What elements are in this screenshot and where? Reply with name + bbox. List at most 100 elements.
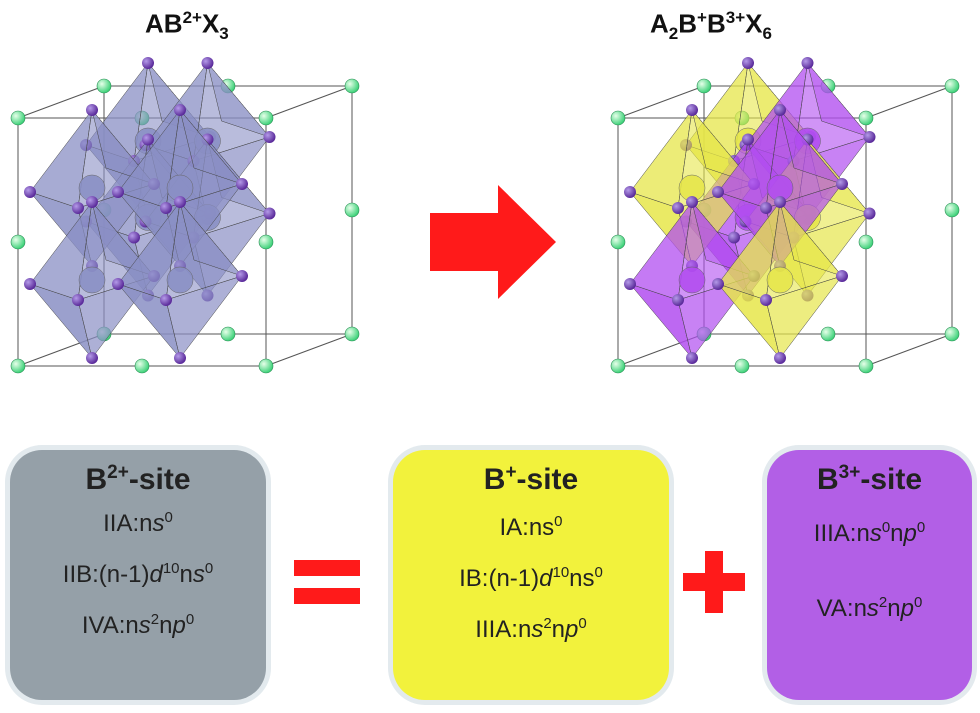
plus-sign <box>683 551 745 613</box>
x-site-atom <box>112 278 124 290</box>
x-site-atom <box>712 186 724 198</box>
octahedra <box>24 57 276 364</box>
a-site-atom <box>610 234 626 250</box>
x-site-atom <box>128 231 140 244</box>
a-site-atom <box>610 358 626 374</box>
x-site-atom <box>263 207 276 220</box>
b-site-atom <box>678 266 706 294</box>
octahedron-face <box>779 201 843 277</box>
equals-bar-top <box>294 560 360 576</box>
x-site-atom <box>836 270 848 282</box>
a-site-atom <box>820 326 836 342</box>
cell-edge <box>265 333 353 367</box>
x-site-atom <box>174 104 186 116</box>
b2-config-iib: IIB:(n-1)d10ns0 <box>62 560 214 588</box>
x-site-atom <box>160 294 172 306</box>
b2-config-iia: IIA:ns0 <box>103 509 173 537</box>
a-site-atom <box>344 78 360 94</box>
cell-edge <box>265 85 353 119</box>
double-perovskite-structure-right <box>610 57 960 374</box>
transform-arrow <box>430 185 556 299</box>
a-site-atom <box>696 78 712 94</box>
x-site-atom <box>836 178 848 190</box>
a-site-atom <box>734 358 750 374</box>
b-site-atom <box>166 266 194 294</box>
a-site-atom <box>944 202 960 218</box>
x-site-atom <box>774 104 786 116</box>
title-left: AB2+X3 <box>145 8 229 43</box>
b-plus-site-heading: B+-site <box>483 462 579 496</box>
bp-config-ib: IB:(n-1)d10ns0 <box>459 564 603 592</box>
x-site-atom <box>801 57 814 69</box>
x-site-atom <box>236 178 248 190</box>
x-site-atom <box>774 352 786 364</box>
a-site-atom <box>10 234 26 250</box>
a-site-atom <box>10 110 26 126</box>
x-site-atom <box>863 131 876 143</box>
plus-bar-vertical <box>705 551 723 613</box>
octahedron-face <box>765 275 843 359</box>
b-plus-site-box: B+-site IA:ns0 IB:(n-1)d10ns0 IIIA:ns2np… <box>393 450 669 700</box>
x-site-atom <box>236 270 248 282</box>
a-site-atom <box>134 358 150 374</box>
octahedron-face <box>165 275 243 359</box>
cell-edge <box>17 85 105 119</box>
x-site-atom <box>624 186 636 198</box>
octahedron-face <box>179 109 243 185</box>
b-site-atom <box>78 266 106 294</box>
a-site-atom <box>258 110 274 126</box>
bp-config-iiia: IIIA:ns2np0 <box>475 615 587 643</box>
b-site-atom <box>766 266 794 294</box>
x-site-atom <box>263 131 276 143</box>
x-site-atom <box>112 186 124 198</box>
a-site-atom <box>610 110 626 126</box>
x-site-atom <box>760 294 772 306</box>
a-site-atom <box>344 326 360 342</box>
x-site-atom <box>86 352 98 364</box>
b2-config-iva: IVA:ns2np0 <box>81 611 195 639</box>
bp-config-ia: IA:ns0 <box>499 513 563 541</box>
b3-site-box: B3+-site IIIA:ns0np0 VA:ns2np0 <box>767 450 972 700</box>
b3-config-va: VA:ns2np0 <box>816 594 923 622</box>
x-site-atom <box>624 278 636 290</box>
x-site-atom <box>174 196 186 208</box>
x-site-atom <box>672 294 684 306</box>
x-site-atom <box>863 207 876 220</box>
b2-site-box: B2+-site IIA:ns0 IIB:(n-1)d10ns0 IVA:ns2… <box>10 450 266 700</box>
x-site-atom <box>72 294 84 306</box>
x-site-atom <box>24 186 36 198</box>
a-site-atom <box>344 202 360 218</box>
x-site-atom <box>774 196 786 208</box>
a-site-atom <box>944 326 960 342</box>
title-right: A2B+B3+X6 <box>650 8 772 43</box>
b2-site-heading: B2+-site <box>85 462 191 496</box>
cell-edge <box>865 85 953 119</box>
x-site-atom <box>728 231 740 244</box>
x-site-atom <box>86 196 98 208</box>
a-site-atom <box>10 358 26 374</box>
octahedra <box>624 57 876 364</box>
octahedron-face <box>807 62 871 138</box>
x-site-atom <box>174 352 186 364</box>
cell-edge <box>865 333 953 367</box>
a-site-atom <box>258 358 274 374</box>
x-site-atom <box>742 57 754 69</box>
x-site-atom <box>686 352 698 364</box>
a-site-atom <box>858 358 874 374</box>
x-site-atom <box>142 133 154 146</box>
octahedron-face <box>779 109 843 185</box>
b3-site-heading: B3+-site <box>816 462 923 496</box>
b3-config-iiia: IIIA:ns0np0 <box>813 519 926 547</box>
x-site-atom <box>760 202 772 214</box>
a-site-atom <box>220 326 236 342</box>
x-site-atom <box>24 278 36 290</box>
x-site-atom <box>686 104 698 116</box>
x-site-atom <box>142 57 154 69</box>
a-site-atom <box>858 234 874 250</box>
perovskite-structure-left <box>10 57 360 374</box>
cell-edge <box>617 85 705 119</box>
equals-bar-bottom <box>294 588 360 604</box>
x-site-atom <box>160 202 172 214</box>
x-site-atom <box>742 133 754 146</box>
a-site-atom <box>96 78 112 94</box>
